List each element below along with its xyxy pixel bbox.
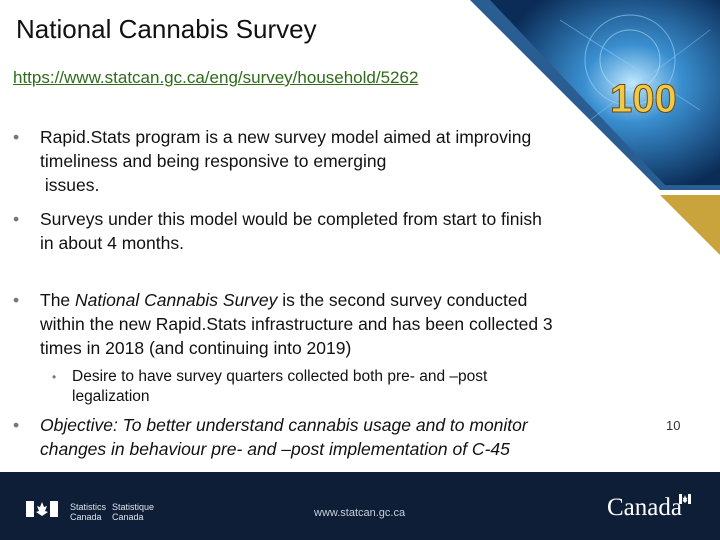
corner-image-text: 100 bbox=[610, 77, 677, 121]
bullet-dot: • bbox=[13, 127, 20, 147]
canada-wordmark: Canada bbox=[607, 494, 682, 521]
bullet-objective: • Objective: To better understand cannab… bbox=[13, 415, 528, 459]
bullet-dot: • bbox=[13, 209, 20, 229]
bullet-completion: • Surveys under this model would be comp… bbox=[13, 209, 542, 253]
gold-triangle-decoration bbox=[660, 195, 720, 255]
footer-bar: Statistics Canada Statistique Canada www… bbox=[0, 472, 720, 540]
canada-flag-symbol-icon bbox=[26, 501, 58, 517]
statcan-english-label: Statistics Canada bbox=[70, 502, 107, 522]
bullet-dot: • bbox=[13, 415, 20, 435]
corner-decoration: 100 bbox=[470, 0, 720, 190]
sub-bullet-legalization: • Desire to have survey quarters collect… bbox=[52, 368, 488, 405]
statcan-french-label: Statistique Canada bbox=[112, 502, 155, 522]
bullet-dot: • bbox=[13, 290, 20, 310]
survey-link[interactable]: https://www.statcan.gc.ca/eng/survey/hou… bbox=[13, 68, 419, 87]
survey-name: National Cannabis Survey bbox=[75, 290, 278, 310]
page-number: 10 bbox=[666, 418, 681, 433]
footer-url[interactable]: www.statcan.gc.ca bbox=[314, 507, 406, 519]
slide-title: National Cannabis Survey bbox=[16, 14, 317, 44]
bullet-national-cannabis-survey: • The National Cannabis Survey is the se… bbox=[13, 290, 553, 358]
canada-wordmark-flag-icon bbox=[679, 494, 691, 504]
bullet-rapidstats: • Rapid.Stats program is a new survey mo… bbox=[13, 127, 532, 195]
bullet-dot: • bbox=[52, 370, 57, 384]
